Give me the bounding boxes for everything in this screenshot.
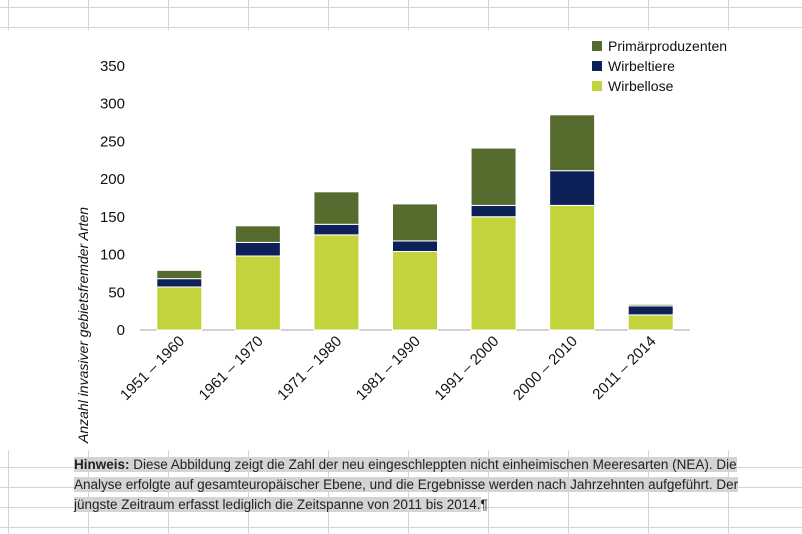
note-text: Diese Abbildung zeigt die Zahl der neu e… [74,457,739,512]
bar-segment [156,286,203,331]
y-axis-label: Anzahl invasiver gebietsfremder Arten [75,207,91,444]
y-tick-label: 0 [117,322,125,339]
bar-segment [313,223,360,236]
y-tick-label: 250 [100,133,125,150]
bar-segment [627,303,674,307]
legend-label: Primärproduzenten [608,38,727,54]
bar-segment [549,204,596,331]
legend-label: Wirbellose [608,78,674,94]
legend-label: Wirbeltiere [608,58,675,74]
bar-segment [627,314,674,331]
bar-segment [627,305,674,316]
bar-segment [313,234,360,331]
pilcrow: ¶ [480,497,488,512]
bar-segment [549,170,596,206]
bar-segment [470,216,517,331]
bar-segment [234,225,281,243]
bar-segment [470,204,517,218]
bar-segment [392,250,438,331]
y-tick-label: 50 [108,284,125,301]
y-tick-label: 200 [100,171,125,188]
chart-area[interactable]: 0 50 100 150 200 250 300 350 1951 – 1960 1961 – 1… [0,30,802,450]
legend-swatch [592,81,602,91]
bar-segment [156,269,203,280]
note-label: Hinweis: [74,457,130,472]
y-tick-label: 300 [100,96,125,113]
note-highlight: Hinweis: Diese Abbildung zeigt die Zahl … [74,457,739,512]
note-paragraph: Hinweis: Diese Abbildung zeigt die Zahl … [74,455,764,515]
y-tick-label: 350 [100,58,125,75]
legend-swatch [592,41,602,51]
bar-segment [392,203,438,242]
bar-segment [156,278,203,288]
bar-segment [392,240,438,252]
y-tick-label: 100 [100,247,125,264]
y-tick-label: 150 [100,209,125,226]
bar-segment [234,241,281,257]
bar-segment [549,114,596,172]
legend-swatch [592,61,602,71]
bar-segment [470,147,517,206]
bar-segment [234,255,281,331]
bar-segment [313,191,360,225]
